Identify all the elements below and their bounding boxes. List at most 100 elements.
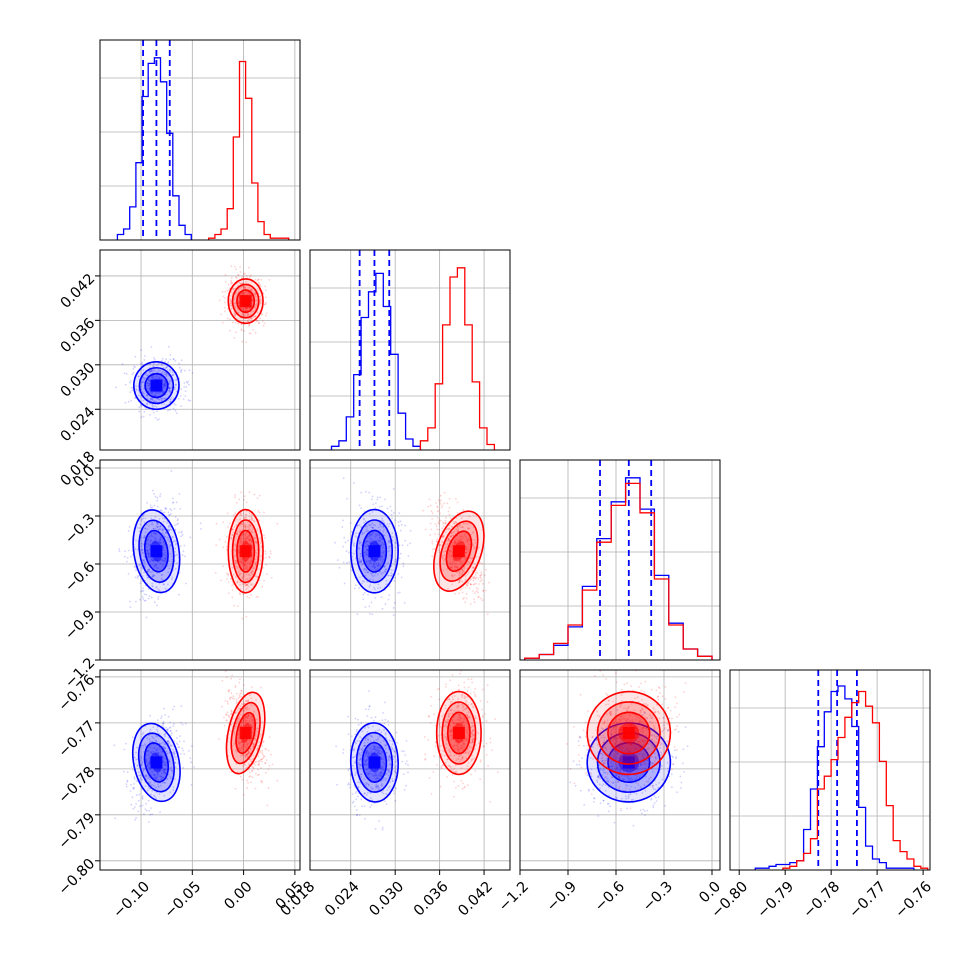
scatter-point (129, 790, 132, 792)
scatter-point (239, 588, 242, 590)
scatter-point (378, 750, 380, 753)
scatter-point (244, 287, 247, 289)
scatter-point (456, 525, 459, 528)
scatter-point (359, 763, 361, 766)
scatter-point (149, 740, 152, 742)
scatter-point (254, 787, 257, 790)
scatter-point (467, 548, 469, 550)
scatter-point (448, 755, 451, 757)
scatter-point (354, 772, 357, 775)
scatter-point (121, 363, 124, 366)
scatter-point (251, 719, 253, 721)
scatter-point (245, 754, 248, 756)
scatter-point (394, 559, 397, 561)
scatter-point (252, 547, 254, 550)
scatter-point (250, 583, 252, 586)
scatter-point (149, 571, 152, 574)
scatter-point (245, 306, 248, 309)
scatter-point (237, 273, 240, 276)
scatter-point (182, 398, 185, 400)
scatter-point (241, 275, 244, 278)
scatter-point (394, 546, 397, 549)
scatter-point (163, 768, 165, 771)
scatter-point (236, 581, 239, 584)
scatter-point (161, 391, 164, 394)
scatter-point (153, 564, 156, 567)
scatter-point (160, 559, 162, 562)
scatter-point (359, 736, 362, 738)
scatter-point (226, 700, 229, 703)
scatter-point (165, 366, 168, 369)
scatter-point (251, 528, 254, 531)
scatter-point (358, 548, 360, 550)
scatter-point (238, 747, 240, 749)
scatter-point (261, 754, 264, 756)
scatter-point (224, 281, 227, 283)
scatter-point (160, 363, 162, 365)
scatter-point (383, 565, 386, 568)
scatter-point (254, 558, 257, 561)
scatter-point (252, 328, 255, 331)
scatter-point (370, 750, 373, 752)
scatter-point (248, 739, 251, 741)
scatter-point (368, 776, 371, 779)
scatter-point (337, 559, 339, 562)
scatter-point (244, 707, 246, 710)
scatter-point (214, 572, 217, 574)
contour-line (231, 283, 260, 319)
scatter-point (471, 729, 474, 732)
scatter-point (145, 402, 148, 405)
scatter-point (356, 728, 358, 731)
scatter-point (364, 737, 367, 740)
scatter-point (250, 281, 253, 283)
scatter-point (370, 565, 373, 568)
density-peak (239, 726, 252, 739)
scatter-point (360, 755, 362, 758)
scatter-point (141, 391, 144, 394)
scatter-point (250, 760, 253, 763)
scatter-point (126, 557, 129, 559)
scatter-point (259, 733, 262, 736)
scatter-point (252, 745, 255, 748)
scatter-point (167, 526, 170, 529)
scatter-point (242, 563, 245, 566)
scatter-point (366, 792, 369, 794)
scatter-point (164, 714, 167, 716)
scatter-point (169, 544, 172, 547)
scatter-point (251, 299, 254, 302)
scatter-point (244, 272, 246, 275)
scatter-point (372, 503, 375, 506)
scatter-point (235, 565, 238, 568)
scatter-point (458, 560, 461, 563)
scatter-point (157, 526, 159, 528)
scatter-point (375, 534, 378, 536)
scatter-point (369, 797, 372, 800)
scatter-point (182, 749, 184, 752)
scatter-point (371, 774, 374, 776)
scatter-point (260, 545, 263, 548)
scatter-point (355, 742, 357, 745)
scatter-point (143, 536, 146, 538)
scatter-point (161, 403, 163, 405)
scatter-point (456, 706, 458, 709)
scatter-point (358, 753, 361, 756)
scatter-point (164, 763, 167, 766)
contour-line (138, 519, 175, 583)
scatter-point (226, 512, 229, 515)
scatter-point (234, 543, 237, 546)
scatter-point (444, 522, 447, 524)
scatter-point (245, 753, 248, 756)
scatter-point (241, 534, 244, 537)
scatter-point (480, 597, 482, 600)
scatter-point (444, 550, 447, 552)
scatter-point (453, 542, 456, 545)
scatter-point (236, 284, 239, 287)
scatter-point (372, 740, 375, 742)
scatter-point (156, 604, 158, 607)
scatter-point (161, 517, 164, 519)
scatter-point (158, 518, 161, 520)
scatter-point (243, 709, 246, 712)
scatter-point (152, 391, 155, 394)
scatter-point (261, 760, 263, 763)
scatter-point (144, 527, 146, 530)
